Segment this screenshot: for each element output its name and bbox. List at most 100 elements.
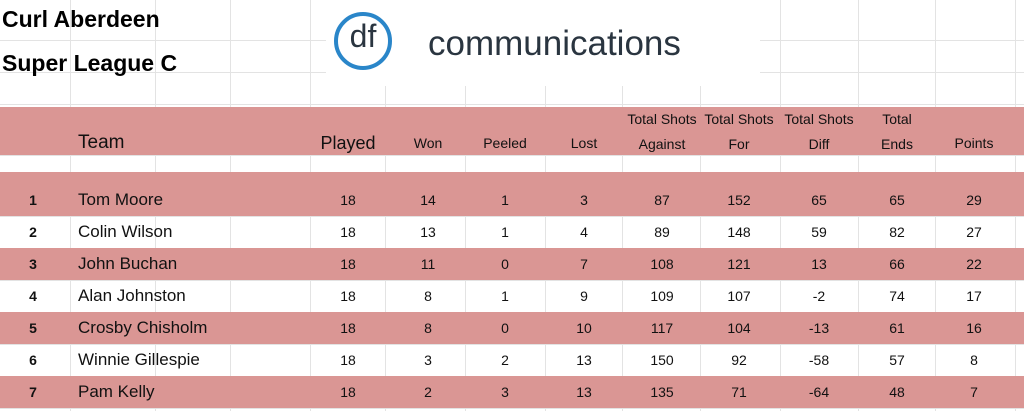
- cell-value: 65: [811, 192, 827, 208]
- grid-line: [0, 280, 1024, 281]
- grid-line: [0, 104, 1024, 105]
- column-header: Played: [320, 133, 376, 153]
- cell-value: 108: [650, 256, 674, 272]
- title: Super League C: [2, 50, 178, 76]
- team-name: Colin Wilson: [78, 222, 173, 241]
- column-header: Peeled: [483, 135, 527, 151]
- cell-value: 2: [501, 352, 509, 368]
- cell-value: 66: [889, 256, 905, 272]
- cell-value: 14: [420, 192, 436, 208]
- cell-value: 1: [501, 288, 509, 304]
- cell-value: 18: [340, 320, 356, 336]
- rank: 3: [29, 256, 37, 272]
- cell-value: 74: [889, 288, 905, 304]
- cell-value: 18: [340, 288, 356, 304]
- column-header: Total Shots: [627, 111, 697, 127]
- team-name: Winnie Gillespie: [78, 350, 200, 369]
- cell-value: 7: [970, 384, 978, 400]
- cell-value: 152: [727, 192, 751, 208]
- cell-value: 148: [727, 224, 751, 240]
- rank: 4: [29, 288, 37, 304]
- cell-value: 8: [424, 288, 432, 304]
- column-header: Total: [882, 111, 912, 127]
- cell-value: 17: [966, 288, 982, 304]
- row-band: [0, 184, 1024, 216]
- cell-value: 150: [650, 352, 674, 368]
- column-header: For: [728, 136, 750, 152]
- cell-value: 13: [576, 384, 592, 400]
- cell-value: 18: [340, 384, 356, 400]
- team-name: Crosby Chisholm: [78, 318, 208, 337]
- rank: 5: [29, 320, 37, 336]
- rank: 7: [29, 384, 37, 400]
- cell-value: 13: [576, 352, 592, 368]
- team-name: John Buchan: [78, 254, 178, 273]
- header-band: [0, 107, 1024, 155]
- cell-value: 0: [501, 256, 509, 272]
- cell-value: 2: [424, 384, 432, 400]
- cell-value: 13: [420, 224, 436, 240]
- logo: df communications: [326, 0, 760, 86]
- logo-ring: [334, 12, 392, 70]
- cell-value: 121: [727, 256, 751, 272]
- column-header: Total Shots: [784, 111, 854, 127]
- cell-value: 107: [727, 288, 751, 304]
- cell-value: 16: [966, 320, 982, 336]
- cell-value: 87: [654, 192, 670, 208]
- cell-value: 61: [889, 320, 905, 336]
- cell-value: -58: [808, 352, 830, 368]
- cell-value: 10: [576, 320, 592, 336]
- cell-value: 18: [340, 352, 356, 368]
- cell-value: 9: [580, 288, 588, 304]
- cell-value: 89: [654, 224, 670, 240]
- cell-value: 65: [889, 192, 905, 208]
- cell-value: -64: [808, 384, 830, 400]
- cell-value: 8: [970, 352, 978, 368]
- cell-value: 18: [340, 256, 356, 272]
- column-header: Diff: [808, 136, 830, 152]
- column-header: Ends: [881, 136, 913, 152]
- column-header: Won: [413, 135, 443, 151]
- cell-value: 3: [580, 192, 588, 208]
- cell-value: 8: [424, 320, 432, 336]
- cell-value: 3: [501, 384, 509, 400]
- cell-value: 7: [580, 256, 588, 272]
- team-name: Tom Moore: [78, 190, 164, 209]
- title: Curl Aberdeen: [2, 6, 160, 32]
- cell-value: 104: [727, 320, 751, 336]
- cell-value: 4: [580, 224, 588, 240]
- cell-value: 22: [966, 256, 982, 272]
- rank: 6: [29, 352, 37, 368]
- row-band: [0, 376, 1024, 408]
- rank: 1: [29, 192, 37, 208]
- column-header: Total Shots: [704, 111, 774, 127]
- column-header: Against: [638, 136, 686, 152]
- cell-value: 109: [650, 288, 674, 304]
- cell-value: 117: [650, 320, 674, 336]
- cell-value: 82: [889, 224, 905, 240]
- grid-line: [0, 155, 1024, 156]
- logo-text: communications: [428, 24, 681, 63]
- team-name: Pam Kelly: [78, 382, 155, 401]
- cell-value: 27: [966, 224, 982, 240]
- cell-value: 3: [424, 352, 432, 368]
- logo-mark: df: [349, 18, 377, 54]
- cell-value: 92: [731, 352, 747, 368]
- cell-value: 57: [889, 352, 905, 368]
- grid-line: [0, 344, 1024, 345]
- cell-value: -13: [808, 320, 830, 336]
- column-header: Team: [78, 132, 125, 153]
- cell-value: 135: [650, 384, 674, 400]
- cell-value: -2: [812, 288, 826, 304]
- cell-value: 71: [731, 384, 747, 400]
- row-band: [0, 172, 1024, 184]
- cell-value: 18: [340, 224, 356, 240]
- team-name: Alan Johnston: [78, 286, 186, 305]
- cell-value: 1: [501, 224, 509, 240]
- cell-value: 13: [811, 256, 827, 272]
- grid-line: [0, 408, 1024, 409]
- grid-line: [0, 216, 1024, 217]
- cell-value: 29: [966, 192, 982, 208]
- cell-value: 11: [420, 256, 436, 272]
